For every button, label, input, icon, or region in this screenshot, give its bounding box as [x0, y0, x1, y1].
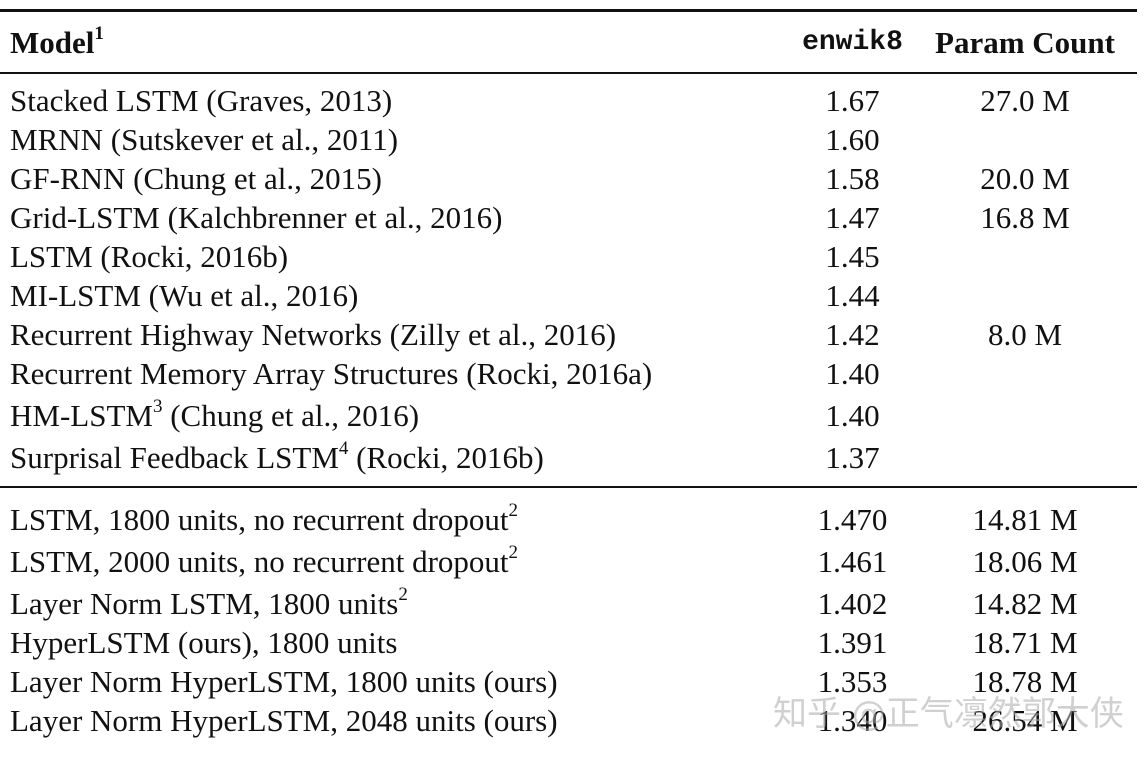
enwik8-cell: 1.67 — [825, 83, 880, 118]
watermark: 知乎 @正气凛然郭大侠 — [773, 694, 1124, 734]
table-row: LSTM, 2000 units, no recurrent dropout2 1… — [0, 542, 1137, 582]
enwik8-cell: 1.470 — [817, 502, 888, 537]
model-cell: Layer Norm HyperLSTM, 1800 units (ours) — [10, 664, 558, 699]
enwik8-cell: 1.45 — [825, 239, 880, 274]
param-count-cell: 18.71 M — [972, 625, 1078, 660]
model-cell: Recurrent Memory Array Structures (Rocki… — [10, 356, 653, 391]
header-param-count: Param Count — [935, 25, 1115, 60]
footnote-marker: 3 — [152, 395, 163, 417]
enwik8-cell: 1.40 — [825, 356, 880, 391]
footnote-marker: 2 — [398, 583, 408, 605]
model-cell: Layer Norm LSTM, 1800 units2 — [10, 583, 408, 621]
enwik8-cell: 1.40 — [825, 398, 880, 433]
model-cell: Recurrent Highway Networks (Zilly et al.… — [10, 317, 617, 352]
footnote-marker: 2 — [508, 541, 519, 563]
header-rule — [0, 72, 1137, 74]
param-count-cell: 16.8 M — [980, 200, 1070, 235]
model-cell: GF-RNN (Chung et al., 2015) — [10, 161, 382, 196]
param-count-cell: 27.0 M — [980, 83, 1070, 118]
top-rule — [0, 9, 1137, 12]
table-row: Recurrent Highway Networks (Zilly et al.… — [0, 315, 1137, 355]
table-row: MRNN (Sutskever et al., 2011) 1.60 — [0, 120, 1137, 160]
enwik8-cell: 1.402 — [817, 586, 888, 621]
table-row: Stacked LSTM (Graves, 2013) 1.67 27.0 M — [0, 81, 1137, 121]
footnote-marker: 2 — [508, 499, 519, 521]
enwik8-cell: 1.47 — [825, 200, 880, 235]
model-cell: Layer Norm HyperLSTM, 2048 units (ours) — [10, 703, 558, 738]
enwik8-cell: 1.44 — [825, 278, 880, 313]
model-cell: Surprisal Feedback LSTM4 (Rocki, 2016b) — [10, 437, 544, 475]
table-row: GF-RNN (Chung et al., 2015) 1.58 20.0 M — [0, 159, 1137, 199]
table-row: Recurrent Memory Array Structures (Rocki… — [0, 354, 1137, 394]
enwik8-cell: 1.391 — [817, 625, 888, 660]
header-enwik8: enwik8 — [802, 27, 903, 58]
param-count-cell: 14.81 M — [972, 502, 1078, 537]
table-row: Surprisal Feedback LSTM4 (Rocki, 2016b) 1… — [0, 438, 1137, 478]
model-cell: LSTM, 1800 units, no recurrent dropout2 — [10, 499, 519, 537]
param-count-cell: 20.0 M — [980, 161, 1070, 196]
param-count-cell: 14.82 M — [972, 586, 1078, 621]
model-cell: MRNN (Sutskever et al., 2011) — [10, 122, 399, 157]
model-cell: LSTM, 2000 units, no recurrent dropout2 — [10, 541, 519, 579]
model-cell: Grid-LSTM (Kalchbrenner et al., 2016) — [10, 200, 503, 235]
table-row: Grid-LSTM (Kalchbrenner et al., 2016) 1.4… — [0, 198, 1137, 238]
footnote-marker: 4 — [338, 437, 349, 459]
param-count-cell: 18.78 M — [972, 664, 1078, 699]
param-count-cell: 18.06 M — [972, 544, 1078, 579]
param-count-cell: 8.0 M — [987, 317, 1063, 352]
model-cell: LSTM (Rocki, 2016b) — [10, 239, 289, 274]
table-row: HyperLSTM (ours), 1800 units 1.391 18.71 M — [0, 623, 1137, 663]
table-row: Layer Norm HyperLSTM, 2048 units (ours) 1… — [0, 701, 1137, 741]
enwik8-cell: 1.340 — [817, 703, 888, 738]
model-cell: Stacked LSTM (Graves, 2013) — [10, 83, 393, 118]
enwik8-cell: 1.42 — [825, 317, 880, 352]
enwik8-cell: 1.58 — [825, 161, 880, 196]
header-model: Model1 — [10, 22, 104, 60]
enwik8-cell: 1.60 — [825, 122, 880, 157]
table-row: MI-LSTM (Wu et al., 2016) 1.44 — [0, 276, 1137, 316]
table-row: HM-LSTM3 (Chung et al., 2016) 1.40 — [0, 396, 1137, 436]
enwik8-cell: 1.353 — [817, 664, 888, 699]
header-row: Model1 enwik8 Param Count — [0, 23, 1137, 63]
group-divider-rule — [0, 486, 1137, 488]
enwik8-cell: 1.37 — [825, 440, 880, 475]
table-row: LSTM, 1800 units, no recurrent dropout2 1… — [0, 500, 1137, 540]
table-row: Layer Norm LSTM, 1800 units2 1.402 14.82 M — [0, 584, 1137, 624]
enwik8-cell: 1.461 — [817, 544, 888, 579]
header-model-footnote: 1 — [94, 22, 104, 44]
table-row: LSTM (Rocki, 2016b) 1.45 — [0, 237, 1137, 277]
model-cell: HM-LSTM3 (Chung et al., 2016) — [10, 395, 420, 433]
model-cell: MI-LSTM (Wu et al., 2016) — [10, 278, 359, 313]
model-cell: HyperLSTM (ours), 1800 units — [10, 625, 398, 660]
table-row: Layer Norm HyperLSTM, 1800 units (ours) 1… — [0, 662, 1137, 702]
param-count-cell: 26.54 M — [972, 703, 1078, 738]
